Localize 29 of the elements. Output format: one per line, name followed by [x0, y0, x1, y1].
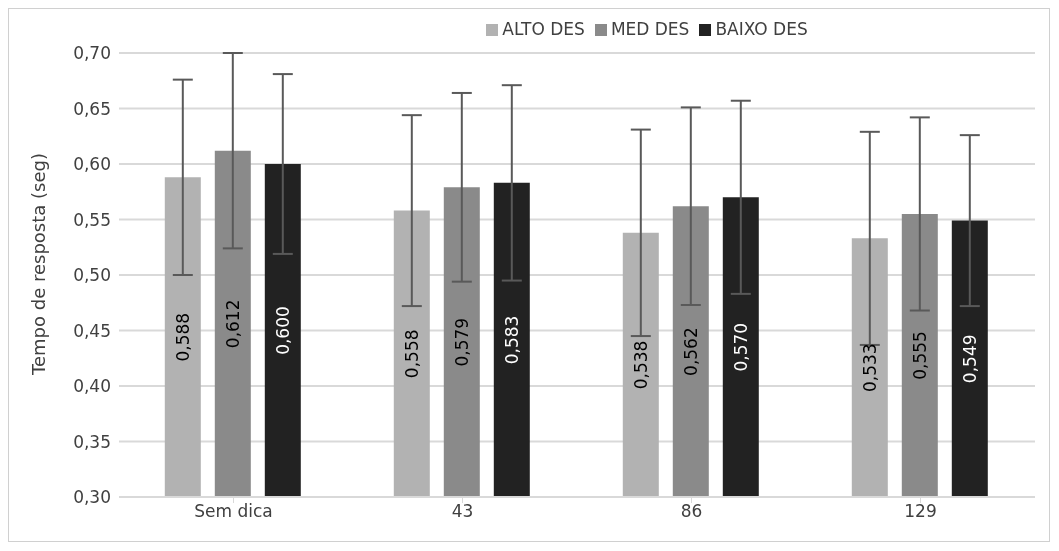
- y-axis-title: Tempo de resposta (seg): [28, 153, 50, 376]
- legend-label: MED DES: [610, 19, 690, 39]
- y-tick-label: 0,45: [73, 320, 111, 341]
- y-tick-label: 0,55: [73, 209, 111, 230]
- x-tick-label: 129: [904, 501, 937, 522]
- legend-label: BAIXO DES: [715, 19, 808, 39]
- data-label: 0,562: [680, 327, 701, 376]
- y-tick-label: 0,30: [73, 487, 111, 508]
- x-tick-label: 43: [451, 501, 474, 522]
- y-tick-label: 0,60: [73, 154, 111, 175]
- data-label: 0,549: [959, 334, 980, 384]
- data-label: 0,579: [451, 317, 472, 367]
- y-tick-label: 0,35: [73, 431, 111, 452]
- x-tick-label: Sem dica: [194, 501, 273, 522]
- y-tick-label: 0,50: [73, 265, 111, 286]
- data-label: 0,555: [909, 331, 930, 380]
- data-label: 0,612: [222, 299, 243, 349]
- data-label: 0,533: [859, 343, 880, 393]
- data-label: 0,583: [501, 315, 522, 365]
- x-tick-label: 86: [680, 501, 703, 522]
- y-tick-label: 0,65: [73, 98, 111, 119]
- y-tick-label: 0,70: [73, 43, 111, 64]
- data-label: 0,588: [172, 312, 193, 362]
- data-label: 0,570: [730, 322, 751, 372]
- legend-label: ALTO DES: [502, 19, 585, 39]
- data-label: 0,538: [630, 340, 651, 390]
- data-label: 0,558: [401, 329, 422, 379]
- y-tick-label: 0,40: [73, 376, 111, 397]
- data-label: 0,600: [272, 306, 293, 355]
